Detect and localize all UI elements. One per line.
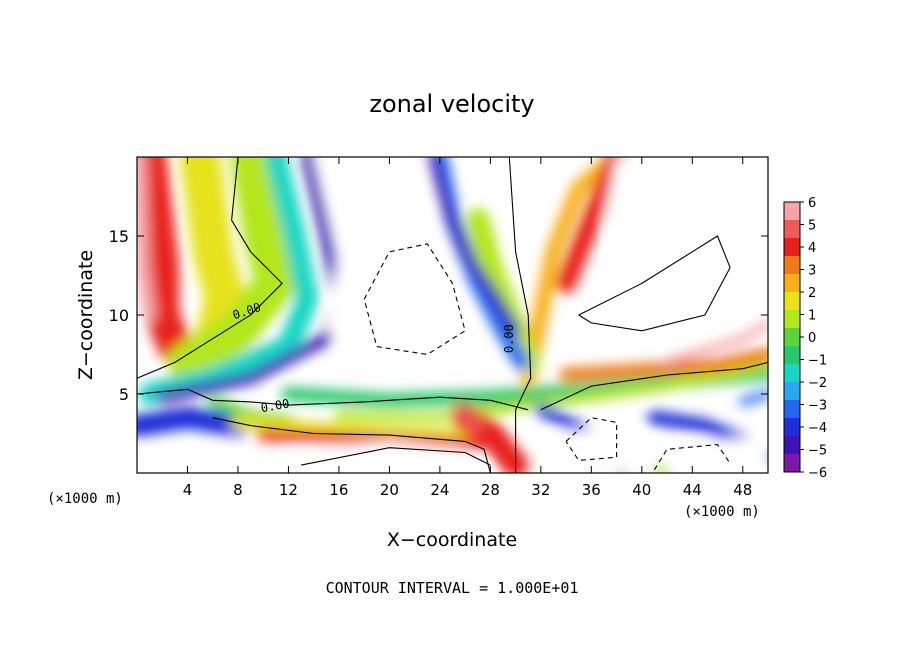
colorbar-swatch [784,436,800,455]
y-tick-label: 5 [119,385,129,404]
colorbar-swatch [784,454,800,473]
field-band [333,360,768,423]
y-tick-label: 15 [109,227,129,246]
colorbar-tick-label: 4 [808,241,816,256]
x-tick-label: 28 [481,481,500,499]
colorbar-swatch [784,292,800,311]
colorbar-tick-label: −5 [808,444,827,459]
zero-contours [137,157,768,473]
y-tick-label: 10 [109,306,129,325]
colorbar: 6 5 4 3 2 1 0 −1 −2 −3 −4 −5 −6 [783,196,827,481]
colorbar-swatch [784,400,800,419]
contour-line [653,444,731,471]
contour-label: 0.00 [502,324,516,353]
field-band [556,157,627,294]
colorbar-tick-label: 2 [808,286,816,301]
colorbar-swatch [784,220,800,239]
field-band [452,403,484,432]
field-band [257,429,484,451]
x-axis-label: X−coordinate [387,529,517,551]
x-unit-left: (×1000 m) [47,491,123,507]
x-tick-label: 16 [329,481,348,499]
x-tick-label: 24 [430,481,449,499]
contour-line [212,417,491,473]
contour-label: 0.00 [260,396,291,415]
colorbar-swatch [784,364,800,383]
contour-line [540,361,768,411]
no-data-region [603,157,768,331]
contour-line [363,243,466,356]
x-tick-label: 36 [582,481,601,499]
no-data-region [288,441,491,473]
colorbar-tick-label: 5 [808,219,816,234]
field-band [137,157,157,322]
field-band [520,157,625,387]
x-tick-label: 20 [380,481,399,499]
no-data-region [667,438,768,473]
colorbar-tick-label: −1 [808,354,827,369]
colorbar-tick-label: −2 [808,376,827,391]
no-data-region [553,425,655,473]
field-band [738,390,768,406]
field-band [167,157,296,383]
colorbar-tick-label: 3 [808,264,816,279]
y-axis-ticks: 5 10 15 [109,227,768,404]
y-axis-label: Z−coordinate [75,250,97,380]
colorbar-swatch [784,418,800,437]
x-unit-right: (×1000 m) [684,504,760,520]
contour-line [137,157,283,379]
colorbar-tick-label: −3 [808,399,827,414]
x-tick-label: 8 [233,481,243,499]
x-axis-ticks: 4 8 12 16 20 24 28 32 36 40 44 48 [183,157,752,499]
field-band [137,406,249,437]
x-tick-label: 48 [733,481,752,499]
velocity-field [137,157,768,473]
colorbar-swatch [784,328,800,347]
x-tick-label: 40 [632,481,651,499]
colorbar-tick-label: 6 [808,196,816,211]
plot-area [137,157,768,473]
colorbar-tick-label: −6 [808,466,827,481]
field-band [559,347,768,382]
field-band [231,415,473,444]
contour-interval-note: CONTOUR INTERVAL = 1.000E+01 [326,579,579,597]
x-tick-label: 12 [279,481,298,499]
contour-line [578,235,731,332]
field-band [137,157,192,364]
field-band [138,157,319,405]
x-tick-label: 44 [683,481,702,499]
colorbar-swatch [784,274,800,293]
contour-line [565,417,618,461]
colorbar-swatch [784,382,800,401]
colorbar-swatch [784,346,800,365]
field-band [465,208,541,375]
colorbar-tick-label: 1 [808,309,816,324]
contour-line [508,157,532,473]
field-band [663,318,768,367]
no-data-region [313,157,466,363]
contour-line [300,447,491,466]
chart-title: zonal velocity [369,90,534,118]
colorbar-swatch [784,256,800,275]
colorbar-tick-label: 0 [808,331,816,346]
colorbar-swatch [784,310,800,329]
contour-line [137,388,529,411]
x-tick-label: 32 [531,481,550,499]
colorbar-swatch [784,202,800,221]
colorbar-tick-label: −4 [808,421,827,436]
field-band [428,157,521,336]
colorbar-swatch [784,238,800,257]
x-tick-label: 4 [183,481,193,499]
